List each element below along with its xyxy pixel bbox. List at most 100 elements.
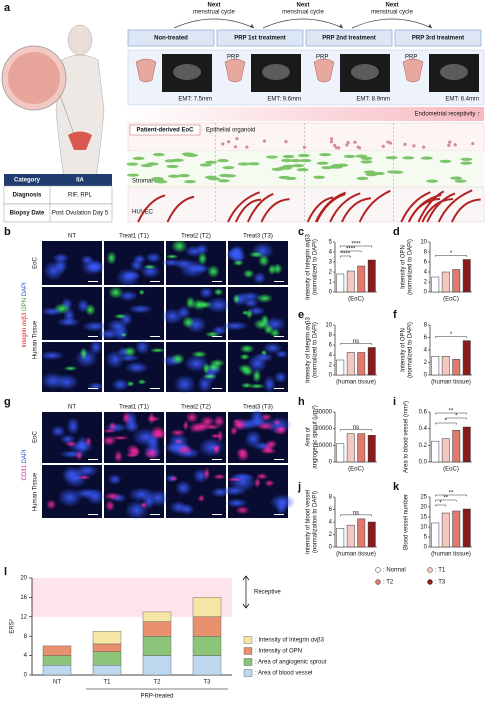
signal xyxy=(131,446,141,457)
bar xyxy=(357,352,366,376)
legend-marker xyxy=(375,579,381,585)
sig-bracket xyxy=(340,514,372,517)
bar xyxy=(357,433,366,463)
y-tick-label: 20000 xyxy=(315,426,332,432)
vessel xyxy=(437,189,473,223)
table-header-cell: IIA xyxy=(76,178,84,184)
uterus-icon xyxy=(313,58,335,83)
panel-label: c xyxy=(298,226,304,238)
legend-label: : T2 xyxy=(383,580,394,586)
stage-box xyxy=(127,29,215,47)
organoid xyxy=(227,140,231,144)
organoid xyxy=(235,137,239,141)
organoid xyxy=(345,143,349,147)
stage-label: PRP 2nd treatment xyxy=(322,36,376,42)
ultrasound-echo xyxy=(262,64,290,80)
stromal-cell xyxy=(217,179,230,183)
y-tick-label: 6 xyxy=(424,260,428,266)
stromal-cell xyxy=(219,173,232,178)
bar xyxy=(346,433,355,463)
signal xyxy=(53,303,71,315)
y-tick-label: 20 xyxy=(420,505,427,511)
stain-part: OPN xyxy=(22,298,28,313)
signal xyxy=(252,369,262,383)
layer-label: Stromal cell xyxy=(132,179,163,185)
arrow-head xyxy=(428,24,432,28)
stage-label: PRP 1st treatment xyxy=(234,36,286,42)
signal xyxy=(256,293,274,303)
y-axis-label: Area of xyxy=(306,427,312,447)
y-tick-label: 6 xyxy=(329,507,333,513)
signal xyxy=(169,475,178,482)
signal xyxy=(105,499,116,512)
panel-label: i xyxy=(393,396,396,408)
stain-part: DAPI xyxy=(22,282,28,298)
y-axis-label: (normalization to DAPI) xyxy=(313,491,319,553)
signal xyxy=(273,371,288,384)
bar-segment xyxy=(142,655,172,676)
x-tick-label: T2 xyxy=(153,680,161,686)
y-tick-label: 0 xyxy=(329,290,333,296)
signal xyxy=(126,380,135,387)
annotation: Receptive xyxy=(254,590,281,596)
y-tick-label: 0 xyxy=(329,460,333,466)
organoid xyxy=(403,142,407,146)
signal xyxy=(57,487,83,508)
y-tick-label: 2 xyxy=(329,363,333,369)
bar xyxy=(367,521,376,548)
legend-swatch xyxy=(243,636,253,644)
signal xyxy=(148,411,155,425)
next-label: Next xyxy=(296,3,309,9)
signal xyxy=(202,362,210,375)
stromal-cell xyxy=(460,161,473,165)
y-axis-label: ERS² xyxy=(10,619,16,633)
legend-label: : T3 xyxy=(435,580,446,586)
legend-label: : Intensity of OPN xyxy=(255,649,302,655)
stromal-cell xyxy=(292,164,305,168)
sig-label: * xyxy=(439,501,442,507)
legend-label: : Intensity of Integrin αvβ3 xyxy=(255,638,325,644)
scale-bar xyxy=(212,336,222,337)
ultrasound-echo xyxy=(173,64,201,80)
signal xyxy=(241,310,249,316)
signal xyxy=(120,332,127,338)
bar-segment xyxy=(92,665,122,676)
stromal-cell xyxy=(216,159,229,163)
organoid xyxy=(448,140,452,144)
y-axis-label: Intensity of OPN xyxy=(401,328,407,372)
bar xyxy=(336,359,345,376)
y-tick-label: 10000 xyxy=(315,443,332,449)
signal xyxy=(46,499,57,510)
y-tick-label: 8 xyxy=(329,495,333,501)
bar xyxy=(367,347,376,376)
signal xyxy=(275,497,288,516)
signal xyxy=(252,271,267,285)
signal xyxy=(191,298,207,311)
y-tick-label: 8 xyxy=(24,634,28,640)
stromal-cell xyxy=(330,165,343,169)
signal xyxy=(107,473,122,486)
arrow-head xyxy=(339,24,343,28)
organoid xyxy=(262,139,266,143)
signal xyxy=(247,353,268,374)
signal xyxy=(108,421,117,431)
signal xyxy=(181,316,195,329)
uterus-icon xyxy=(402,58,424,83)
signal xyxy=(143,264,156,270)
signal xyxy=(197,375,213,393)
bar xyxy=(441,356,450,376)
signal xyxy=(175,439,183,444)
organoid xyxy=(412,144,416,148)
y-tick-label: 16 xyxy=(20,595,27,601)
sig-label: ns xyxy=(353,425,359,431)
stromal-cell xyxy=(296,168,309,172)
sig-bracket xyxy=(435,499,457,502)
column-header: Treat2 (T2) xyxy=(181,405,211,411)
stain-part: CD31 xyxy=(22,465,28,481)
panel-label: f xyxy=(393,309,397,321)
y-axis-label: Area to blood vessel (mm²) xyxy=(404,401,410,473)
scale-bar xyxy=(150,388,160,389)
signal xyxy=(114,449,123,464)
signal xyxy=(63,365,78,371)
